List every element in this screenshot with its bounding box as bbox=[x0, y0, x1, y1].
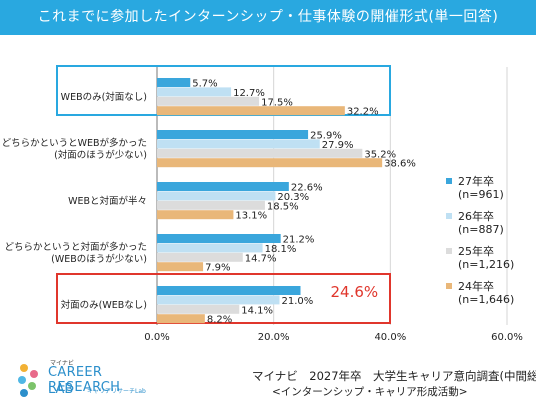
x-tick-label: 60.0% bbox=[491, 332, 523, 343]
bar-value-label: 14.7% bbox=[245, 253, 277, 264]
bar bbox=[157, 210, 234, 220]
legend-swatch bbox=[446, 178, 452, 184]
chart-title: これまでに参加したインターンシップ・仕事体験の開催形式(単一回答) bbox=[0, 0, 536, 35]
bar bbox=[157, 182, 289, 191]
x-tick-label: 40.0% bbox=[374, 332, 406, 343]
x-tick-label: 20.0% bbox=[258, 332, 290, 343]
legend-swatch bbox=[446, 283, 452, 289]
bar-value-label: 32.2% bbox=[347, 107, 379, 118]
bar-value-label: 7.9% bbox=[205, 263, 230, 274]
bar bbox=[157, 106, 345, 116]
legend-item: 26年卒 (n=887) bbox=[446, 210, 532, 237]
legend-item: 25年卒 (n=1,216) bbox=[446, 245, 532, 272]
x-tick-label: 0.0% bbox=[144, 332, 169, 343]
bar bbox=[157, 243, 263, 253]
source-subnote: <インターンシップ・キャリア形成活動> bbox=[272, 386, 468, 398]
source-note: マイナビ 2027年卒 大学生キャリア意向調査(中間総括) bbox=[252, 369, 536, 383]
legend: 27年卒 (n=961) 26年卒 (n=887) 25年卒 (n=1,216) 24… bbox=[446, 175, 532, 316]
bar bbox=[157, 234, 281, 243]
logo-sub: キャリアリサーチLab bbox=[87, 388, 146, 395]
bar-value-label: 12.7% bbox=[233, 88, 265, 99]
logo-line1: CAREER RESEARCH bbox=[48, 365, 121, 395]
category-label: どちらかというとWEBが多かった(対面のほうが少ない) bbox=[2, 137, 147, 161]
bar bbox=[157, 96, 260, 106]
bar-value-label: 8.2% bbox=[207, 315, 232, 326]
career-research-lab-logo: マイナビ CAREER RESEARCH LAB キャリアリサーチLab bbox=[14, 358, 164, 406]
bar-value-label: 5.7% bbox=[192, 79, 217, 90]
bar-value-label: 21.0% bbox=[282, 296, 314, 307]
bar-chart: 0.0% 20.0% 40.0% 60.0%WEBのみ(対面なし)5.7%12.7%1… bbox=[2, 65, 523, 343]
bar bbox=[157, 295, 280, 305]
category-label: WEBのみ(対面なし) bbox=[61, 91, 147, 103]
legend-label: 27年卒 (n=961) bbox=[458, 175, 504, 201]
bar-value-label-highlight: 24.6% bbox=[331, 283, 379, 301]
highlight-box-in-person-only bbox=[56, 273, 391, 324]
bar bbox=[157, 139, 320, 149]
bar bbox=[157, 200, 265, 210]
bar bbox=[157, 314, 205, 324]
bar bbox=[157, 262, 204, 272]
bar bbox=[157, 252, 243, 262]
legend-label: 26年卒 (n=887) bbox=[458, 210, 504, 236]
bar bbox=[157, 87, 232, 97]
legend-label: 24年卒 (n=1,646) bbox=[458, 280, 515, 306]
bar-value-label: 27.9% bbox=[322, 140, 354, 151]
bar bbox=[157, 191, 276, 201]
bar-value-label: 20.3% bbox=[277, 192, 309, 203]
legend-swatch bbox=[446, 213, 452, 219]
legend-item: 27年卒 (n=961) bbox=[446, 175, 532, 202]
bar-value-label: 38.6% bbox=[384, 159, 416, 170]
bar bbox=[157, 78, 191, 87]
bar-value-label: 22.6% bbox=[291, 183, 323, 194]
bar bbox=[157, 158, 383, 168]
category-label: どちらかというと対面が多かった(WEBのほうが少ない) bbox=[4, 241, 147, 265]
category-label: WEBと対面が半々 bbox=[68, 195, 147, 207]
bar bbox=[157, 130, 309, 139]
bar-value-label: 14.1% bbox=[241, 305, 273, 316]
bar-value-label: 18.1% bbox=[265, 244, 297, 255]
legend-item: 24年卒 (n=1,646) bbox=[446, 280, 532, 307]
logo-brand: マイナビ bbox=[50, 360, 74, 367]
bar-value-label: 25.9% bbox=[310, 131, 342, 142]
legend-swatch bbox=[446, 248, 452, 254]
logo-line2: LAB bbox=[48, 382, 74, 397]
category-label: 対面のみ(WEBなし) bbox=[61, 299, 147, 311]
bar-value-label: 17.5% bbox=[261, 97, 293, 108]
bar bbox=[157, 304, 240, 314]
bar-value-label: 18.5% bbox=[267, 201, 299, 212]
bar bbox=[157, 148, 363, 158]
bar-value-label: 35.2% bbox=[364, 149, 396, 160]
bar-value-label: 13.1% bbox=[235, 211, 267, 222]
bar bbox=[157, 286, 301, 295]
bar-value-label: 21.2% bbox=[283, 235, 315, 246]
logo-mark-icon bbox=[18, 364, 38, 397]
legend-label: 25年卒 (n=1,216) bbox=[458, 245, 515, 271]
